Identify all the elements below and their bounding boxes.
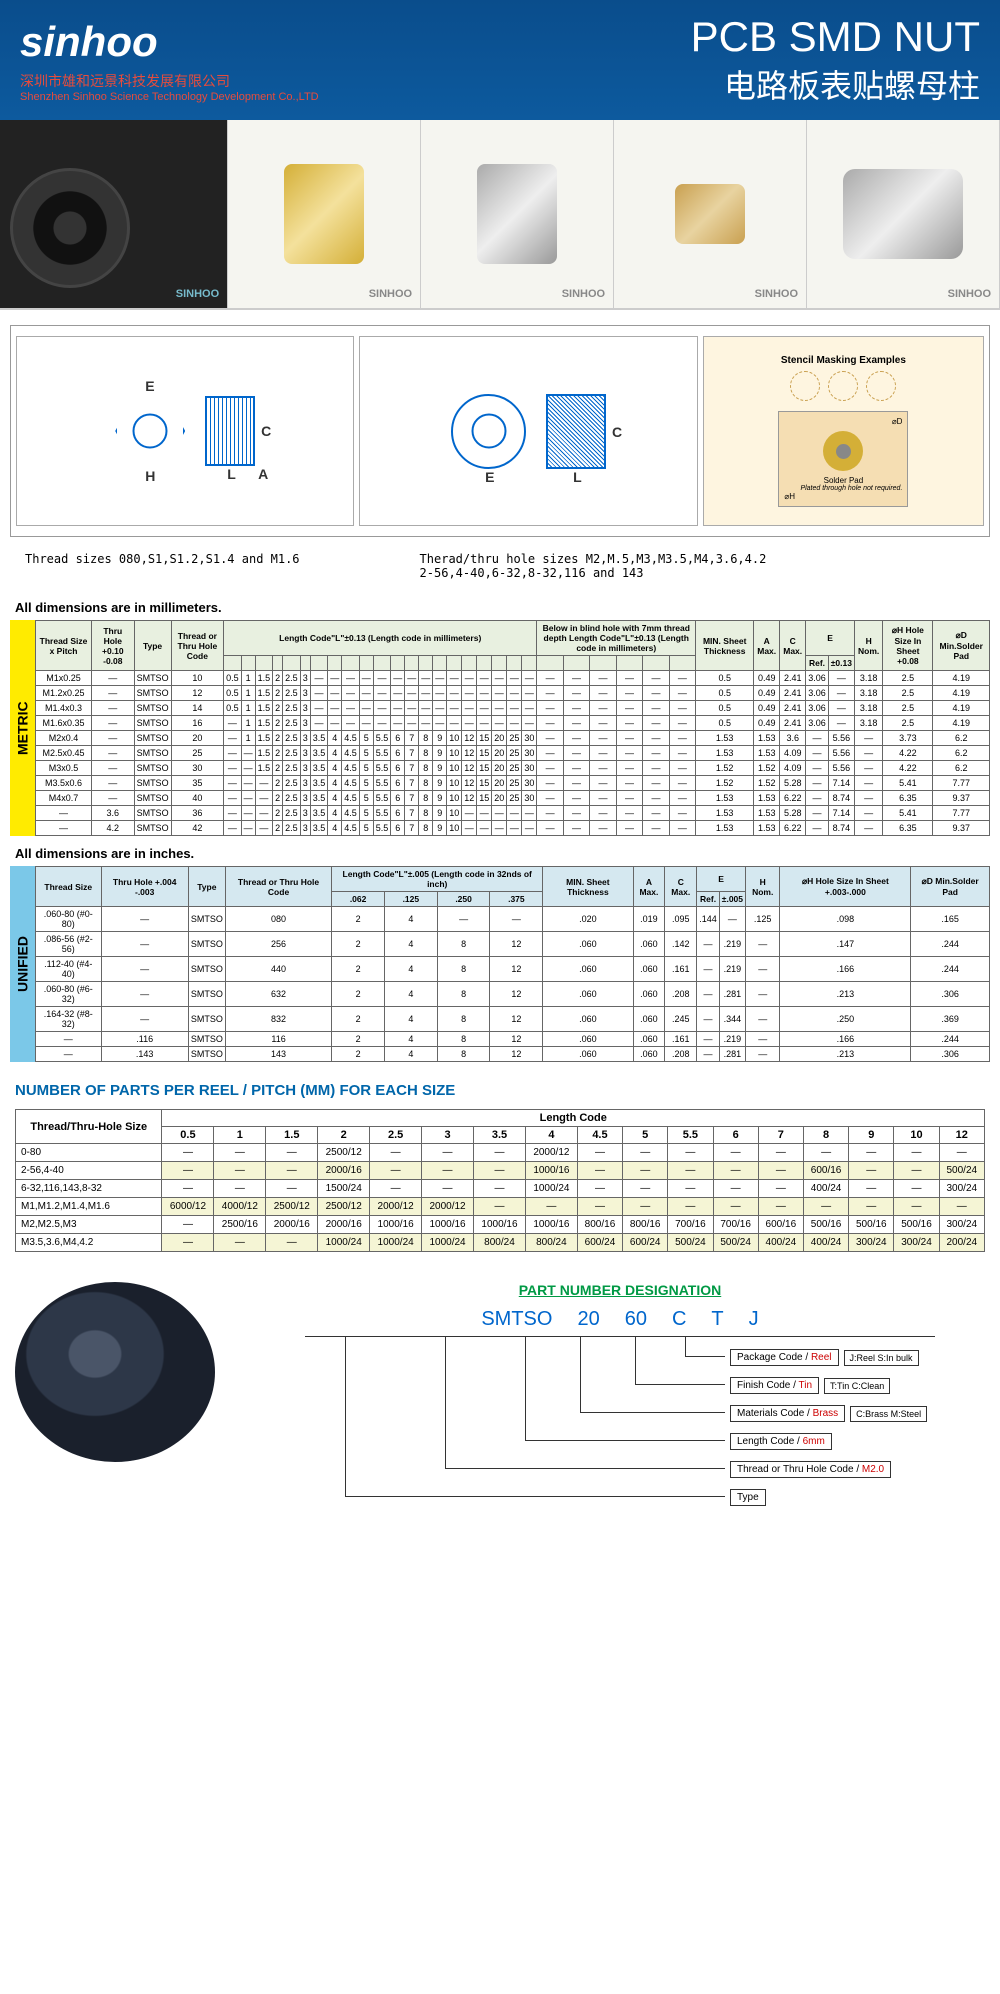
diagram-round: E CL xyxy=(359,336,697,526)
stencil-title: Stencil Masking Examples xyxy=(781,355,906,366)
part-section: PART NUMBER DESIGNATION SMTSO2060CTJ Pac… xyxy=(0,1252,1000,1566)
part-title: PART NUMBER DESIGNATION xyxy=(255,1282,985,1298)
thread-note-2: Therad/thru hole sizes M2,M.5,M3,M3.5,M4… xyxy=(420,552,767,580)
logo-section: sinhoo 深圳市雄和远景科技发展有限公司 Shenzhen Sinhoo S… xyxy=(20,18,319,103)
thread-note-1: Thread sizes 080,S1,S1.2,S1.4 and M1.6 xyxy=(25,552,300,580)
company-cn: 深圳市雄和远景科技发展有限公司 xyxy=(20,71,319,91)
unified-table-wrap: UNIFIED Thread SizeThru Hole +.004 -.003… xyxy=(0,866,1000,1062)
technical-diagrams: EH CLA E CL Stencil Masking Examples ⌀D … xyxy=(10,325,990,537)
title-en: PCB SMD NUT xyxy=(691,13,980,61)
product-image-brass: SINHOO xyxy=(614,120,807,308)
metric-title: All dimensions are in millimeters. xyxy=(0,590,1000,620)
metric-table: Thread Size x PitchThru Hole +0.10 -0.08… xyxy=(35,620,990,836)
reel-table: Thread/Thru-Hole SizeLength Code0.511.52… xyxy=(15,1109,985,1252)
diagram-stencil: Stencil Masking Examples ⌀D Solder Pad P… xyxy=(703,336,984,526)
part-designation: PART NUMBER DESIGNATION SMTSO2060CTJ Pac… xyxy=(255,1282,985,1536)
company-en: Shenzhen Sinhoo Science Technology Devel… xyxy=(20,91,319,103)
header-banner: sinhoo 深圳市雄和远景科技发展有限公司 Shenzhen Sinhoo S… xyxy=(0,0,1000,120)
logo: sinhoo xyxy=(20,18,319,66)
unified-table: Thread SizeThru Hole +.004 -.003TypeThre… xyxy=(35,866,990,1062)
reel-title: NUMBER OF PARTS PER REEL / PITCH (MM) FO… xyxy=(0,1062,1000,1109)
thread-notes: Thread sizes 080,S1,S1.2,S1.4 and M1.6 T… xyxy=(0,542,1000,590)
product-image-reel: SINHOO xyxy=(0,120,228,308)
unified-side-label: UNIFIED xyxy=(10,866,35,1062)
metric-table-wrap: METRIC Thread Size x PitchThru Hole +0.1… xyxy=(0,620,1000,836)
product-image-steel: SINHOO xyxy=(807,120,1000,308)
metric-side-label: METRIC xyxy=(10,620,35,836)
diagram-hex: EH CLA xyxy=(16,336,354,526)
unified-title: All dimensions are in inches. xyxy=(0,836,1000,866)
part-codes: SMTSO2060CTJ xyxy=(255,1308,985,1331)
part-tree: Package Code / ReelJ:Reel S:In bulkFinis… xyxy=(305,1336,935,1536)
solder-diagram: ⌀D Solder Pad Plated through hole not re… xyxy=(778,411,908,507)
reel-image xyxy=(15,1282,215,1462)
title-cn: 电路板表贴螺母柱 xyxy=(691,61,980,107)
title-section: PCB SMD NUT 电路板表贴螺母柱 xyxy=(691,13,980,107)
product-image-gold: SINHOO xyxy=(228,120,421,308)
product-image-silver: SINHOO xyxy=(421,120,614,308)
product-images: SINHOO SINHOO SINHOO SINHOO SINHOO xyxy=(0,120,1000,310)
